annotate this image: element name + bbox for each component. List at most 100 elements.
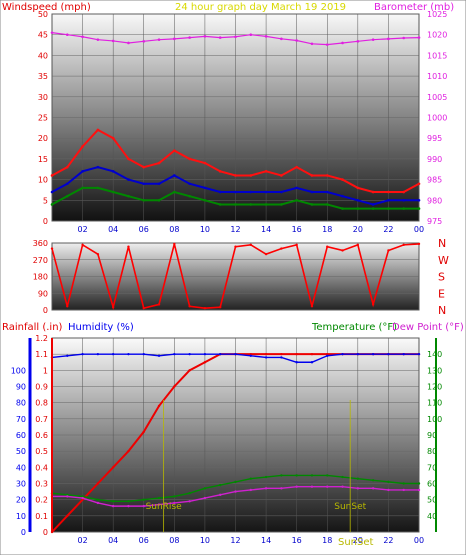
y2-tick-label: 120 [427,383,442,392]
data-point [417,207,421,210]
x-tick-label: 18 [322,225,332,234]
data-point [203,199,207,202]
data-point [402,199,406,202]
data-point [142,306,145,310]
data-point [127,194,130,198]
data-point [142,430,145,433]
y-tick-label: 5 [43,196,48,205]
data-point [66,514,69,518]
y-tick-label: 0 [43,528,48,537]
data-point [219,493,222,497]
humidity-tick-label: 0 [21,528,26,537]
x-tick-label: 08 [169,225,179,234]
dewpoint-label: Dew Point (°F) [392,322,464,333]
data-point [50,174,54,177]
data-point [173,149,176,152]
y2-tick-label: 110 [427,399,442,408]
y-tick-label: 40 [38,51,48,60]
data-point [218,190,222,194]
data-point [127,245,130,248]
data-point [356,487,360,490]
data-point [356,477,360,480]
y-tick-label: 25 [38,114,48,123]
y-tick-label: 0.2 [35,496,48,505]
y-tick-label: 35 [38,72,48,81]
x-tick-label: 22 [383,536,393,545]
data-point [203,186,207,190]
data-point [127,449,130,453]
data-point [127,352,130,356]
data-point [417,182,421,186]
data-point [371,207,375,210]
data-point [111,136,115,140]
data-point [325,174,329,177]
data-point [234,352,237,356]
data-point [173,495,176,498]
data-point [203,161,207,165]
y-tick-label: 1.2 [35,334,48,343]
direction-label: S [438,271,445,284]
direction-label: N [438,304,446,317]
data-point [96,498,100,501]
y2-tick-label: 980 [427,196,442,205]
data-point [188,36,191,39]
data-point [218,36,222,39]
data-point [371,190,375,194]
data-point [356,186,360,190]
data-point [81,496,84,500]
humidity-tick-label: 100 [11,366,26,375]
direction-series [50,242,421,311]
data-point [341,352,344,356]
x-tick-label: 12 [230,225,240,234]
data-point [66,354,69,357]
barometer-label: Barometer (mb) [374,2,454,13]
rainfall-label: Rainfall (.in) [2,322,63,333]
data-point [249,203,253,206]
data-point [402,352,405,356]
y-tick-label: 0.1 [35,512,48,521]
data-point [188,352,191,356]
data-point [341,178,344,181]
data-point [402,243,405,247]
y2-tick-label: 1005 [427,93,447,102]
data-point [127,500,130,503]
data-point [234,174,237,177]
data-point [295,243,298,247]
data-point [173,352,176,356]
sun-annotation: SunSet [334,502,366,512]
data-point [203,487,207,490]
y2-tick-label: 1015 [427,51,447,60]
y-tick-label: 50 [38,10,48,19]
data-point [173,190,176,194]
data-point [157,303,161,306]
rain-grid [52,337,420,533]
y2-tick-label: 975 [427,217,442,226]
data-point [417,352,421,356]
data-point [249,190,253,194]
data-point [81,170,84,173]
data-point [127,41,130,45]
x-tick-label: 18 [322,536,332,545]
data-point [188,157,191,161]
data-point [356,243,360,247]
data-point [203,306,207,310]
data-point [219,483,222,487]
x-tick-label: 04 [108,225,118,234]
data-point [417,242,421,246]
data-point [234,203,237,206]
data-point [264,475,268,479]
data-point [310,361,314,364]
y-tick-label: 30 [38,93,48,102]
data-point [203,35,207,38]
data-point [157,182,161,186]
x-tick-label: 10 [200,225,210,234]
data-point [157,38,161,41]
x-tick-label: 14 [261,536,271,545]
data-point [371,203,375,206]
y2-tick-label: 1025 [427,10,447,19]
data-point [371,487,375,490]
data-point [264,190,268,194]
y2-tick-label: 90 [427,431,437,440]
y2-tick-label: 100 [427,415,442,424]
x-tick-label: 06 [139,225,149,234]
